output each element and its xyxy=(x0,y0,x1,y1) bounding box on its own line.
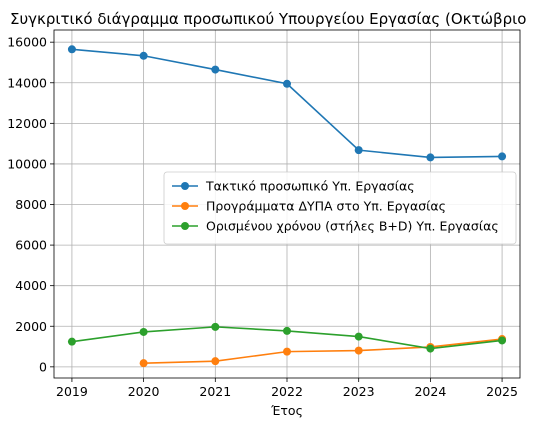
x-axis: 2019 2020 2021 2022 2023 2024 2025 xyxy=(56,378,518,399)
series-line xyxy=(143,338,503,364)
data-point xyxy=(139,51,148,60)
data-point xyxy=(426,344,435,353)
data-point xyxy=(498,152,507,161)
legend-swatch-marker xyxy=(181,222,189,230)
data-point xyxy=(211,65,220,74)
x-tick-label: 2023 xyxy=(343,384,375,399)
legend-label: Προγράμματα ΔΥΠΑ στο Υπ. Εργασίας xyxy=(206,199,446,214)
x-tick-label: 2019 xyxy=(56,384,88,399)
data-point xyxy=(283,79,291,88)
y-tick-label: 8000 xyxy=(15,197,47,212)
data-point xyxy=(139,359,148,368)
legend-label: Ορισμένου χρόνου (στήλες Β+D) Υπ. Εργασί… xyxy=(206,219,499,234)
y-tick-label: 2000 xyxy=(15,319,47,334)
data-point xyxy=(211,322,220,331)
x-tick-label: 2025 xyxy=(486,384,518,399)
data-point xyxy=(139,327,148,336)
data-point xyxy=(426,153,435,162)
series-1 xyxy=(67,45,507,162)
y-axis: 0 2000 4000 6000 8000 10000 12000 14000 16000 xyxy=(7,35,54,374)
legend-item: Ορισμένου χρόνου (στήλες Β+D) Υπ. Εργασί… xyxy=(172,219,499,234)
y-tick-label: 12000 xyxy=(7,116,47,131)
data-point xyxy=(283,347,291,356)
series-3 xyxy=(67,322,507,353)
chart-title: Συγκριτικό διάγραμμα προσωπικού Υπουργεί… xyxy=(10,10,526,28)
series-layer xyxy=(67,45,507,368)
legend-swatch-marker xyxy=(181,182,189,190)
y-tick-label: 10000 xyxy=(7,156,47,171)
y-tick-label: 16000 xyxy=(7,35,47,50)
data-point xyxy=(283,326,291,335)
x-tick-label: 2021 xyxy=(199,384,231,399)
x-axis-label: Έτος xyxy=(270,403,303,418)
data-point xyxy=(354,332,363,341)
legend-label: Τακτικό προσωπικό Υπ. Εργασίας xyxy=(205,179,415,194)
legend-item: Προγράμματα ΔΥΠΑ στο Υπ. Εργασίας xyxy=(172,199,446,214)
data-point xyxy=(211,357,220,366)
data-point xyxy=(354,346,363,355)
legend-item: Τακτικό προσωπικό Υπ. Εργασίας xyxy=(172,179,415,194)
series-2 xyxy=(139,335,507,368)
y-tick-label: 6000 xyxy=(15,238,47,253)
y-tick-label: 4000 xyxy=(15,278,47,293)
data-point xyxy=(498,336,507,345)
x-tick-label: 2020 xyxy=(128,384,160,399)
data-point xyxy=(354,146,363,155)
legend-swatch-marker xyxy=(181,202,189,210)
x-tick-label: 2024 xyxy=(414,384,446,399)
data-point xyxy=(67,45,76,54)
y-tick-label: 0 xyxy=(39,359,47,374)
y-tick-label: 14000 xyxy=(7,75,47,90)
x-tick-label: 2022 xyxy=(271,384,303,399)
legend-box xyxy=(163,171,517,245)
data-point xyxy=(67,337,76,346)
legend: Τακτικό προσωπικό Υπ. Εργασίας Προγράμματ… xyxy=(163,171,517,245)
